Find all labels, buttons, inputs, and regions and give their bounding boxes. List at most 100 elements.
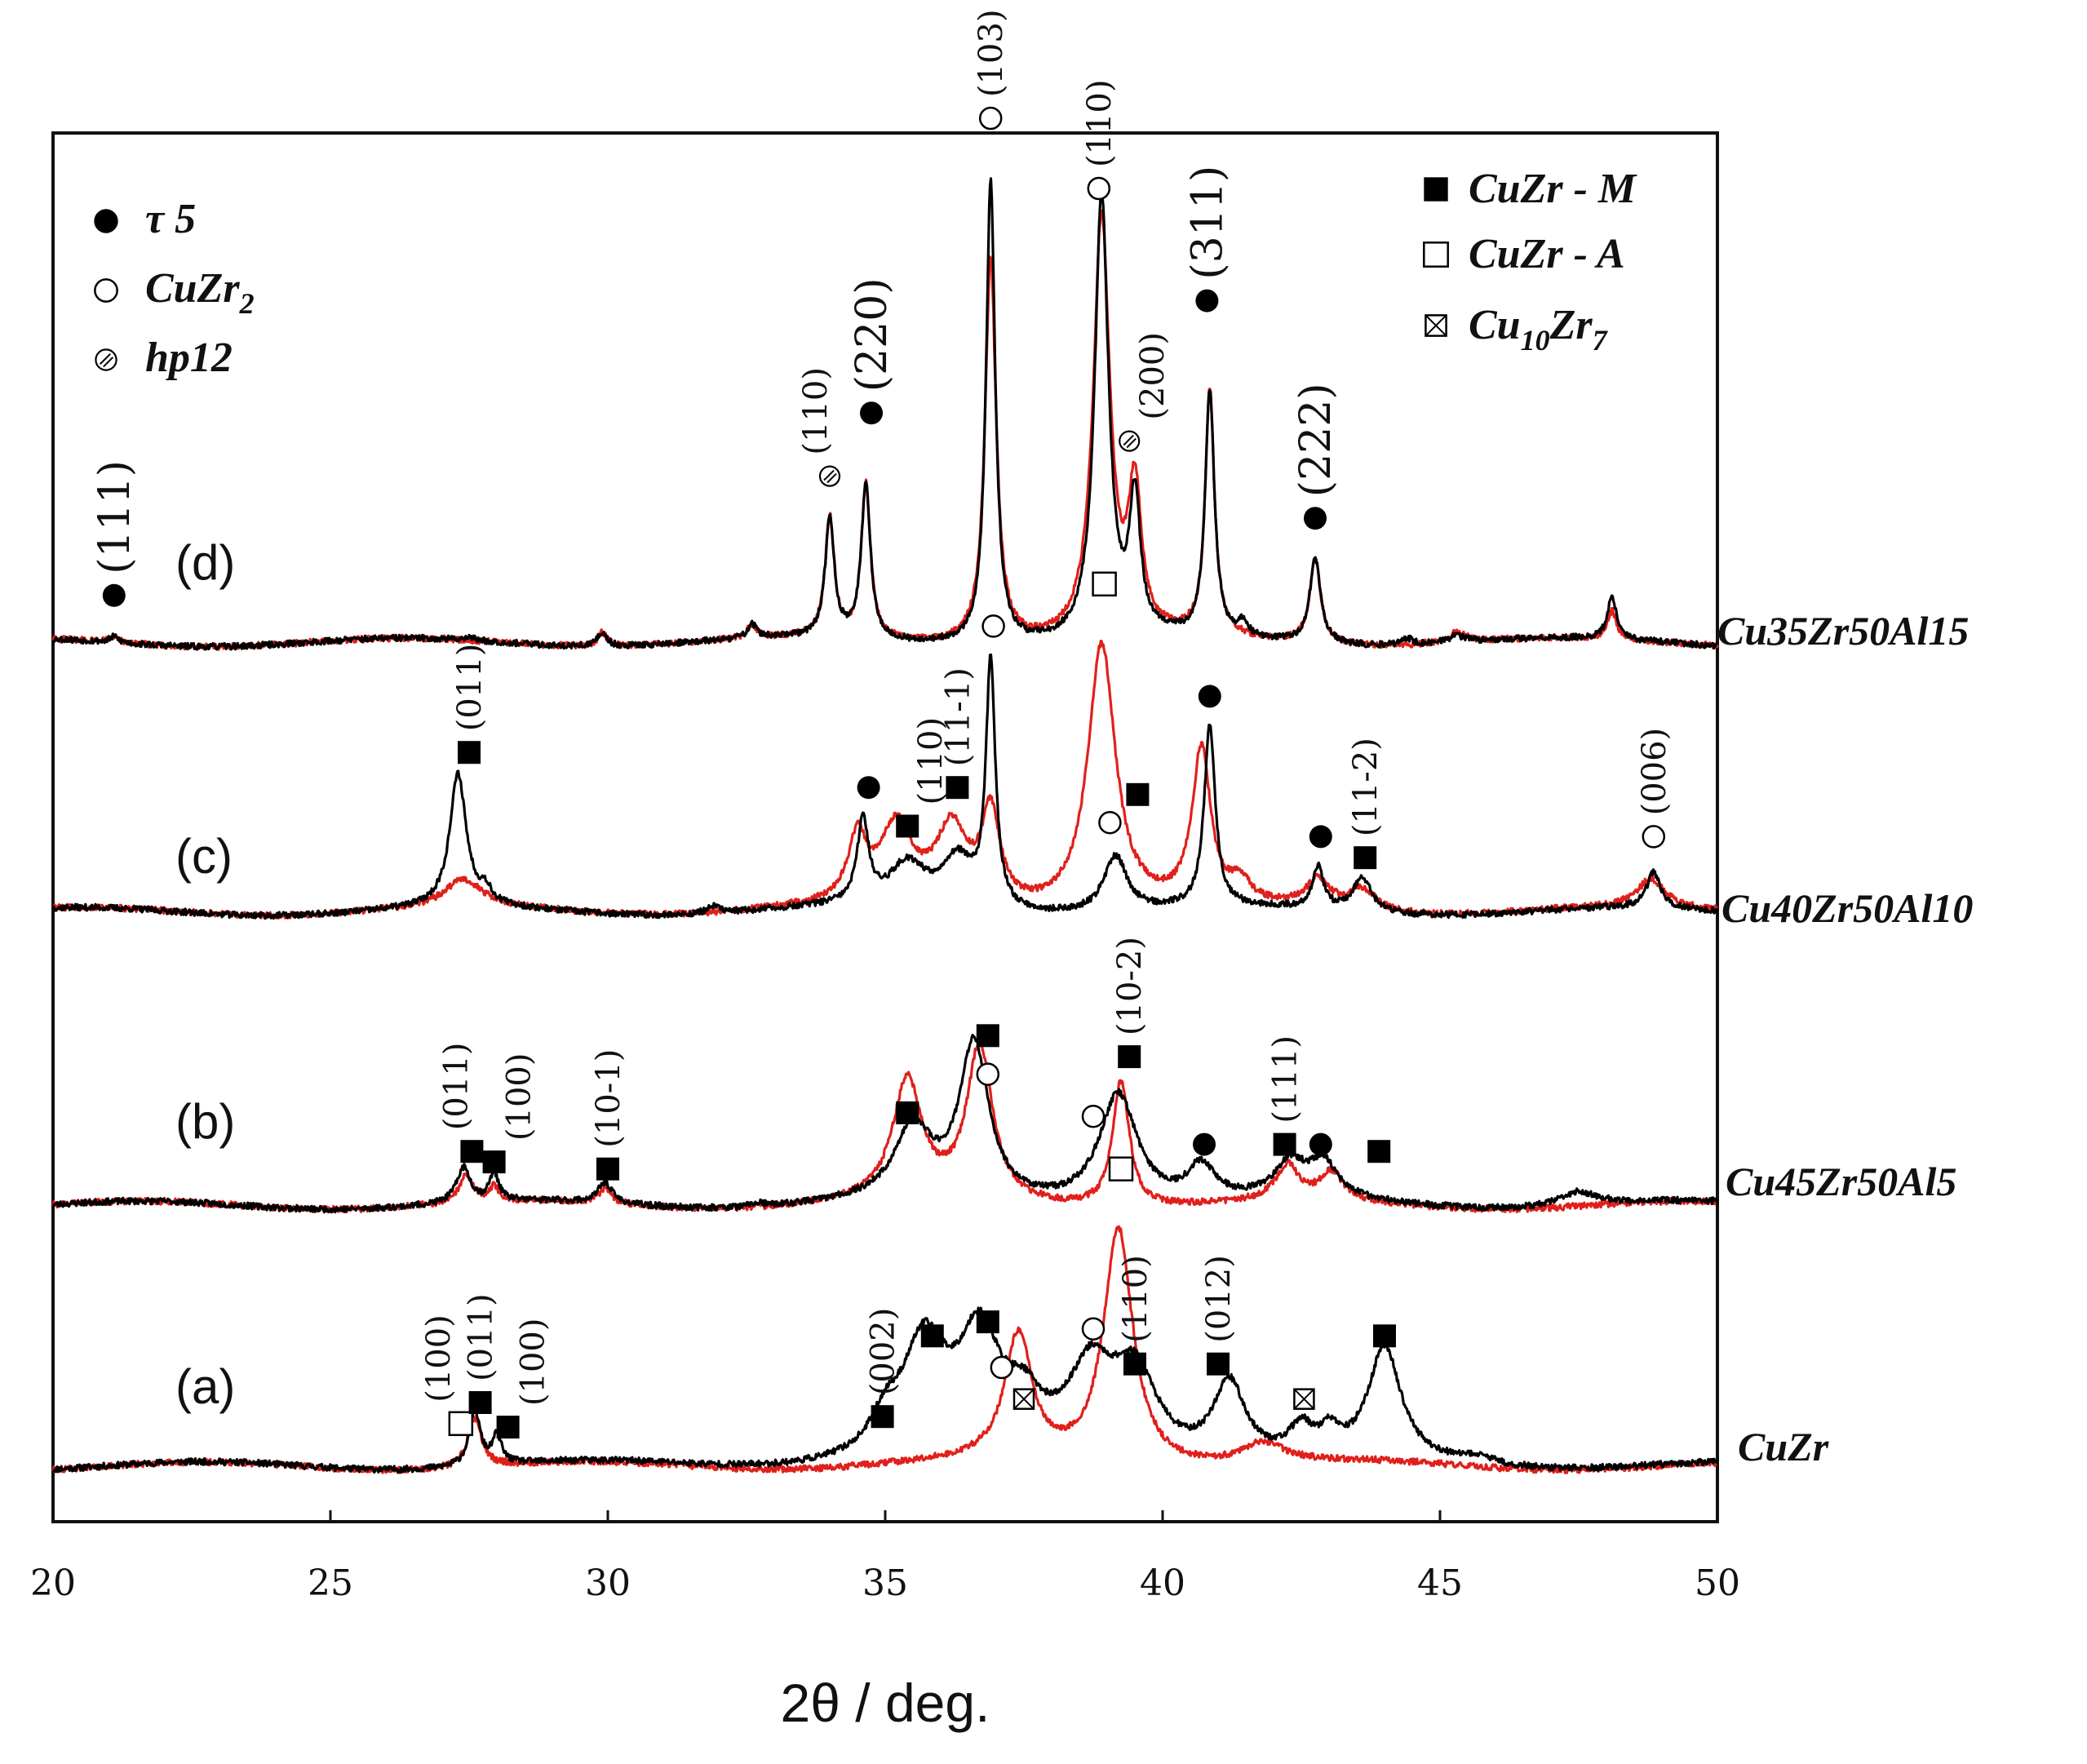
hkl-label: (10-1) <box>590 1049 627 1148</box>
filled-square-marker <box>1273 1132 1296 1156</box>
filled-circle-marker <box>1304 507 1327 530</box>
black-trace-CuZr <box>52 1306 1719 1474</box>
filled-square-marker <box>496 1416 520 1439</box>
filled-square-marker <box>1126 782 1150 806</box>
crossed-square-marker <box>1293 1388 1315 1410</box>
filled-circle-marker <box>1198 685 1221 708</box>
legend-label: Cu10Zr7 <box>1469 302 1609 357</box>
open-circle-marker <box>1098 810 1122 835</box>
filled-square-marker <box>920 1324 944 1348</box>
filled-square-marker <box>1424 177 1448 202</box>
filled-square-marker <box>596 1157 619 1181</box>
open-circle-marker <box>978 106 1003 131</box>
open-circle-marker <box>94 278 118 303</box>
filled-square-marker <box>976 1024 999 1048</box>
hkl-label: (11-1) <box>939 667 977 766</box>
legend-left: τ 5 CuZr2 hp12 <box>94 196 255 381</box>
filled-square-marker <box>1118 1045 1141 1069</box>
open-square-marker <box>1092 571 1117 597</box>
x-tick-label: 40 <box>1140 1562 1185 1604</box>
filled-circle-marker <box>94 209 118 233</box>
hkl-label: (103) <box>973 9 1010 97</box>
legend-label: CuZr - A <box>1469 231 1625 277</box>
hkl-label: (311) <box>1184 166 1233 280</box>
filled-square-marker <box>1207 1352 1230 1376</box>
hkl-label: (111) <box>1267 1035 1305 1124</box>
open-circle-marker <box>1087 176 1111 201</box>
open-circle-marker <box>976 1062 1000 1086</box>
crossed-square-marker <box>1425 314 1447 337</box>
filled-circle-marker <box>857 776 880 800</box>
open-square-marker <box>1423 242 1449 268</box>
legend-label: τ 5 <box>145 196 196 242</box>
open-circle-marker <box>1081 1317 1106 1341</box>
legend-right: CuZr - M CuZr - A Cu10Zr7 <box>1423 166 1637 357</box>
series-name: Cu45Zr50Al5 <box>1726 1159 1956 1204</box>
red-trace-Cu45Zr50Al5 <box>51 1038 1719 1214</box>
x-tick-label: 25 <box>308 1562 353 1604</box>
hkl-label: (110) <box>1117 1255 1154 1343</box>
filled-square-marker <box>458 741 481 765</box>
filled-square-marker <box>460 1140 484 1163</box>
hkl-label: (012) <box>1200 1255 1238 1343</box>
hkl-label: (006) <box>1636 728 1673 816</box>
x-tick-label: 35 <box>862 1562 908 1604</box>
black-trace-Cu45Zr50Al5 <box>51 1034 1719 1214</box>
x-tick-label: 20 <box>30 1562 76 1604</box>
crossed-square-marker <box>1012 1388 1035 1410</box>
hkl-label: (100) <box>515 1319 552 1407</box>
black-trace-Cu40Zr50Al10 <box>51 653 1719 920</box>
filled-circle-marker <box>1309 825 1332 849</box>
hkl-label: (111) <box>91 460 140 574</box>
series-names: (a) CuZr (b) Cu45Zr50Al5 (c) Cu40Zr50Al10 (d) C… <box>175 535 1973 1469</box>
hatched-circle-marker <box>1119 430 1141 452</box>
red-trace-Cu35Zr50Al15 <box>51 209 1719 651</box>
hatched-circle-marker <box>818 465 841 487</box>
filled-circle-marker <box>860 401 883 425</box>
hkl-label: (011) <box>451 644 489 732</box>
hkl-label: (100) <box>420 1314 458 1403</box>
hkl-label: (220) <box>848 277 897 392</box>
filled-square-marker <box>1354 846 1377 870</box>
filled-circle-marker <box>1193 1132 1216 1156</box>
open-circle-marker <box>981 614 1005 638</box>
panel-label: (d) <box>175 535 235 590</box>
hkl-label: (011) <box>463 1293 500 1381</box>
hkl-label: (110) <box>1081 79 1119 167</box>
hkl-label: (222) <box>1292 383 1340 497</box>
filled-square-marker <box>871 1405 894 1429</box>
panel-label: (c) <box>175 829 233 884</box>
filled-square-marker <box>896 1101 919 1124</box>
hkl-label: (100) <box>501 1053 538 1141</box>
series-name: Cu40Zr50Al10 <box>1721 885 1973 931</box>
hkl-label: (110) <box>912 717 950 805</box>
peak-annotations: (100) (011) (100) (002)(110) (012)(011) (100)… <box>91 9 1673 1439</box>
filled-circle-marker <box>1309 1132 1332 1156</box>
filled-square-marker <box>1367 1140 1391 1163</box>
panel-label: (b) <box>175 1094 235 1149</box>
hkl-label: (110) <box>797 367 835 455</box>
open-circle-marker <box>990 1355 1014 1380</box>
x-axis-ticks: 20 25 30 35 40 45 50 <box>30 1510 1740 1604</box>
open-circle-marker <box>1081 1104 1106 1128</box>
filled-circle-marker <box>1195 289 1219 312</box>
legend-label: CuZr2 <box>145 265 255 320</box>
x-tick-label: 45 <box>1417 1562 1463 1604</box>
series-name: Cu35Zr50Al15 <box>1717 608 1969 654</box>
hkl-label: (011) <box>437 1043 475 1131</box>
filled-square-marker <box>896 814 919 838</box>
filled-square-marker <box>482 1150 506 1174</box>
filled-square-marker <box>946 776 969 800</box>
hatched-circle-marker <box>95 348 117 371</box>
hkl-label: (002) <box>865 1308 902 1396</box>
x-tick-label: 30 <box>585 1562 631 1604</box>
filled-square-marker <box>1123 1352 1146 1376</box>
open-square-marker <box>1108 1156 1134 1181</box>
hkl-label: (10-2) <box>1111 937 1149 1035</box>
filled-square-marker <box>1373 1324 1396 1348</box>
black-trace-Cu35Zr50Al15 <box>51 177 1719 651</box>
filled-circle-marker <box>102 583 126 607</box>
open-square-marker <box>448 1411 474 1437</box>
filled-square-marker <box>976 1310 999 1334</box>
